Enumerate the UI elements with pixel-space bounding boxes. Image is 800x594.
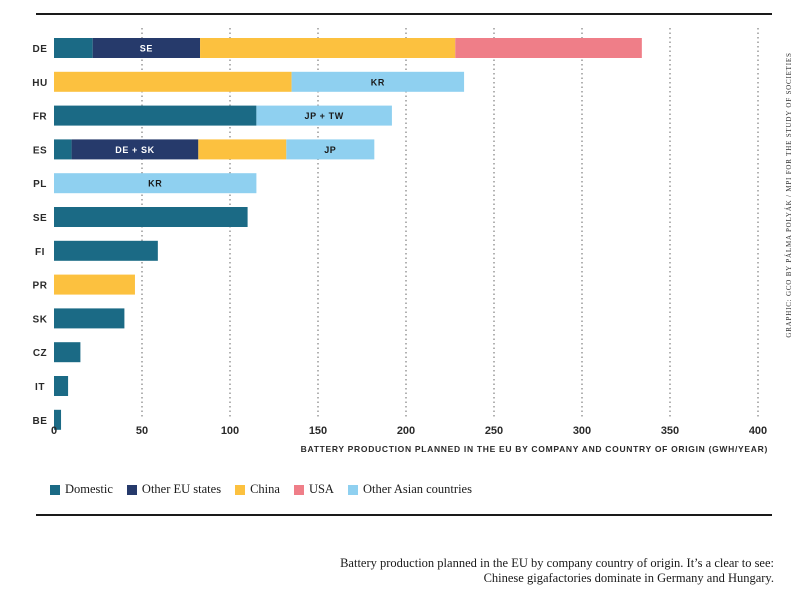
category-label: CZ (33, 348, 47, 359)
x-axis-label: BATTERY PRODUCTION PLANNED IN THE EU BY … (301, 444, 768, 454)
bar-segment (54, 71, 292, 92)
bar-segment-label: DE + SK (115, 145, 154, 155)
legend-swatch (293, 484, 304, 495)
bar-segment-label: SE (140, 44, 153, 54)
bar-segment (200, 38, 456, 58)
bar-segment (54, 173, 257, 194)
legend-label: Domestic (65, 482, 113, 496)
x-tick-label: 200 (397, 425, 415, 437)
x-tick-label: 100 (221, 425, 239, 437)
bar-segment (54, 308, 125, 329)
caption: Battery production planned in the EU by … (340, 556, 774, 585)
bar-segment (286, 139, 375, 160)
bar-segment (54, 274, 135, 295)
bar-segment-label: JP + TW (305, 111, 344, 121)
category-label: IT (35, 382, 45, 393)
bar-segment-label: KR (148, 179, 162, 189)
bottom-rule (36, 514, 772, 516)
bar-segment (54, 376, 69, 396)
x-tick-label: 300 (573, 425, 591, 437)
bar-segment (291, 71, 465, 92)
category-label: SK (33, 314, 48, 325)
category-label: PL (33, 179, 47, 190)
category-label: DE (33, 44, 48, 55)
bar-segment (92, 38, 201, 58)
legend-swatch (50, 484, 60, 495)
bar-segment-label: KR (371, 77, 385, 87)
bar-segment (71, 139, 199, 160)
bar-segment-label: JP (324, 145, 336, 155)
x-tick-label: 50 (136, 425, 148, 437)
bar-segment (54, 38, 93, 58)
category-label: FI (35, 247, 45, 258)
legend-item: Domestic (50, 482, 113, 497)
category-labels: DE HU FR ES PL SE FI PR SK CZ IT BE (32, 44, 47, 427)
legend-swatch (126, 484, 137, 495)
legend-item: China (235, 482, 280, 497)
category-label: PR (33, 281, 48, 292)
legend-label: USA (308, 482, 334, 496)
bar-segment (455, 38, 642, 58)
graphic-credit: GRAPHIC: GCO BY PÁLMA POLYÁK / MPI FOR T… (785, 52, 793, 337)
category-label: FR (33, 112, 48, 123)
legend-item: Other EU states (126, 482, 222, 497)
x-tick-label: 350 (661, 425, 679, 437)
bar-segment (54, 342, 81, 363)
bar-segment (54, 105, 257, 126)
legend-label: Other Asian countries (362, 482, 472, 496)
legend-item: Other Asian countries (347, 482, 472, 497)
bar-segment (54, 409, 62, 430)
category-label: SE (33, 213, 47, 224)
bars: SE KR JP + TW DE + SK JP KR (54, 38, 642, 430)
x-tick-labels: 0 50 100 150 200 250 300 350 400 (51, 425, 767, 437)
category-label: HU (32, 78, 47, 89)
bar-segment (54, 240, 158, 261)
legend-label: China (250, 482, 280, 496)
bar-segment (54, 207, 248, 227)
legend-swatch (235, 484, 246, 495)
x-tick-label: 150 (309, 425, 327, 437)
category-label: ES (33, 145, 47, 156)
legend-label: Other EU states (141, 482, 222, 496)
legend-item: USA (293, 482, 334, 497)
x-tick-label: 250 (485, 425, 503, 437)
bar-segment (54, 139, 72, 160)
bar-segment (198, 139, 287, 160)
x-tick-label: 400 (749, 425, 767, 437)
legend: Domestic Other EU states China USA Other Asi… (50, 482, 472, 497)
bar-segment (256, 105, 392, 126)
top-rule (36, 13, 772, 15)
x-tick-label: 0 (51, 425, 57, 437)
legend-swatch (347, 484, 358, 495)
category-label: BE (33, 416, 48, 427)
